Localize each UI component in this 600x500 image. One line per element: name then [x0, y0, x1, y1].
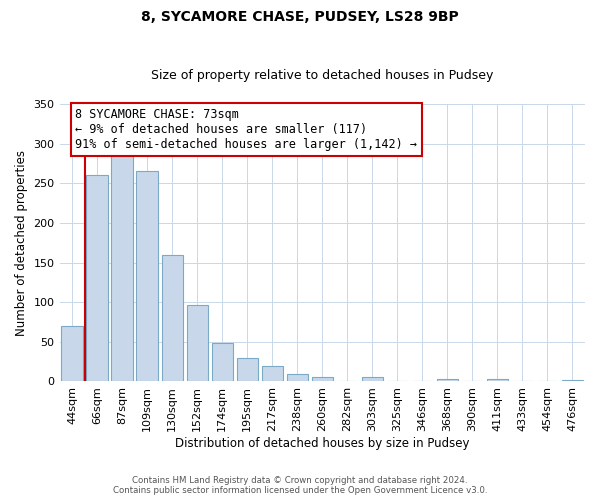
Y-axis label: Number of detached properties: Number of detached properties	[15, 150, 28, 336]
Bar	[61, 326, 83, 382]
Bar	[236, 358, 258, 382]
Bar	[161, 254, 183, 382]
Title: Size of property relative to detached houses in Pudsey: Size of property relative to detached ho…	[151, 69, 493, 82]
Bar	[262, 366, 283, 382]
Bar	[287, 374, 308, 382]
Text: 8 SYCAMORE CHASE: 73sqm
← 9% of detached houses are smaller (117)
91% of semi-de: 8 SYCAMORE CHASE: 73sqm ← 9% of detached…	[76, 108, 418, 151]
Bar	[487, 379, 508, 382]
Text: Contains HM Land Registry data © Crown copyright and database right 2024.
Contai: Contains HM Land Registry data © Crown c…	[113, 476, 487, 495]
Bar	[562, 380, 583, 382]
Bar	[86, 176, 108, 382]
X-axis label: Distribution of detached houses by size in Pudsey: Distribution of detached houses by size …	[175, 437, 470, 450]
Bar	[112, 150, 133, 382]
Bar	[311, 376, 333, 382]
Text: 8, SYCAMORE CHASE, PUDSEY, LS28 9BP: 8, SYCAMORE CHASE, PUDSEY, LS28 9BP	[141, 10, 459, 24]
Bar	[212, 342, 233, 382]
Bar	[136, 172, 158, 382]
Bar	[437, 379, 458, 382]
Bar	[187, 304, 208, 382]
Bar	[362, 376, 383, 382]
